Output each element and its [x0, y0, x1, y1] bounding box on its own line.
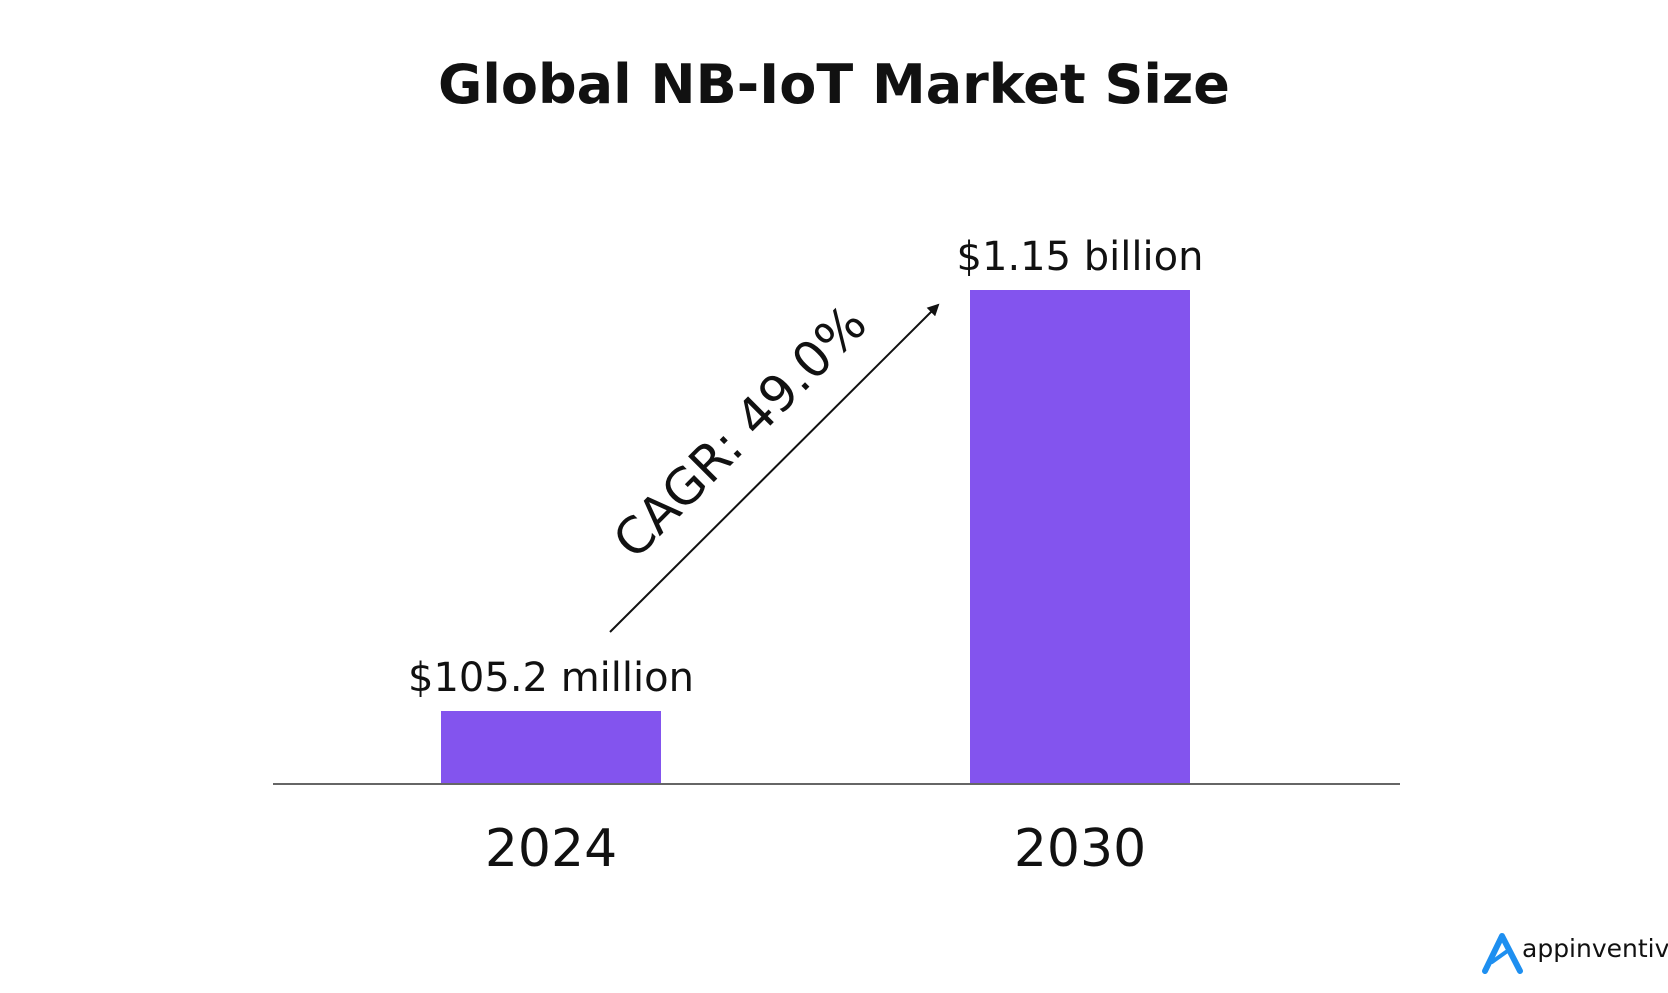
- value-label-2024: $105.2 million: [408, 655, 694, 701]
- appinventiv-logo-icon: [1482, 933, 1523, 974]
- appinventiv-logo-icon-inner: [1490, 950, 1508, 964]
- bars-layer: [441, 290, 1190, 783]
- brand-logo: appinventiv: [1482, 933, 1668, 974]
- category-label-2030: 2030: [1014, 819, 1146, 879]
- bar-2030: [970, 290, 1190, 783]
- category-labels-layer: 2024 2030: [485, 819, 1146, 879]
- value-labels-layer: $105.2 million $1.15 billion: [408, 234, 1203, 701]
- category-label-2024: 2024: [485, 819, 617, 879]
- bar-2024: [441, 711, 661, 783]
- chart-title: Global NB-IoT Market Size: [438, 53, 1230, 116]
- cagr-annotation: CAGR: 49.0%: [602, 294, 878, 570]
- brand-name: appinventiv: [1522, 934, 1668, 963]
- cagr-arrow: [609, 303, 940, 633]
- value-label-2030: $1.15 billion: [957, 234, 1204, 280]
